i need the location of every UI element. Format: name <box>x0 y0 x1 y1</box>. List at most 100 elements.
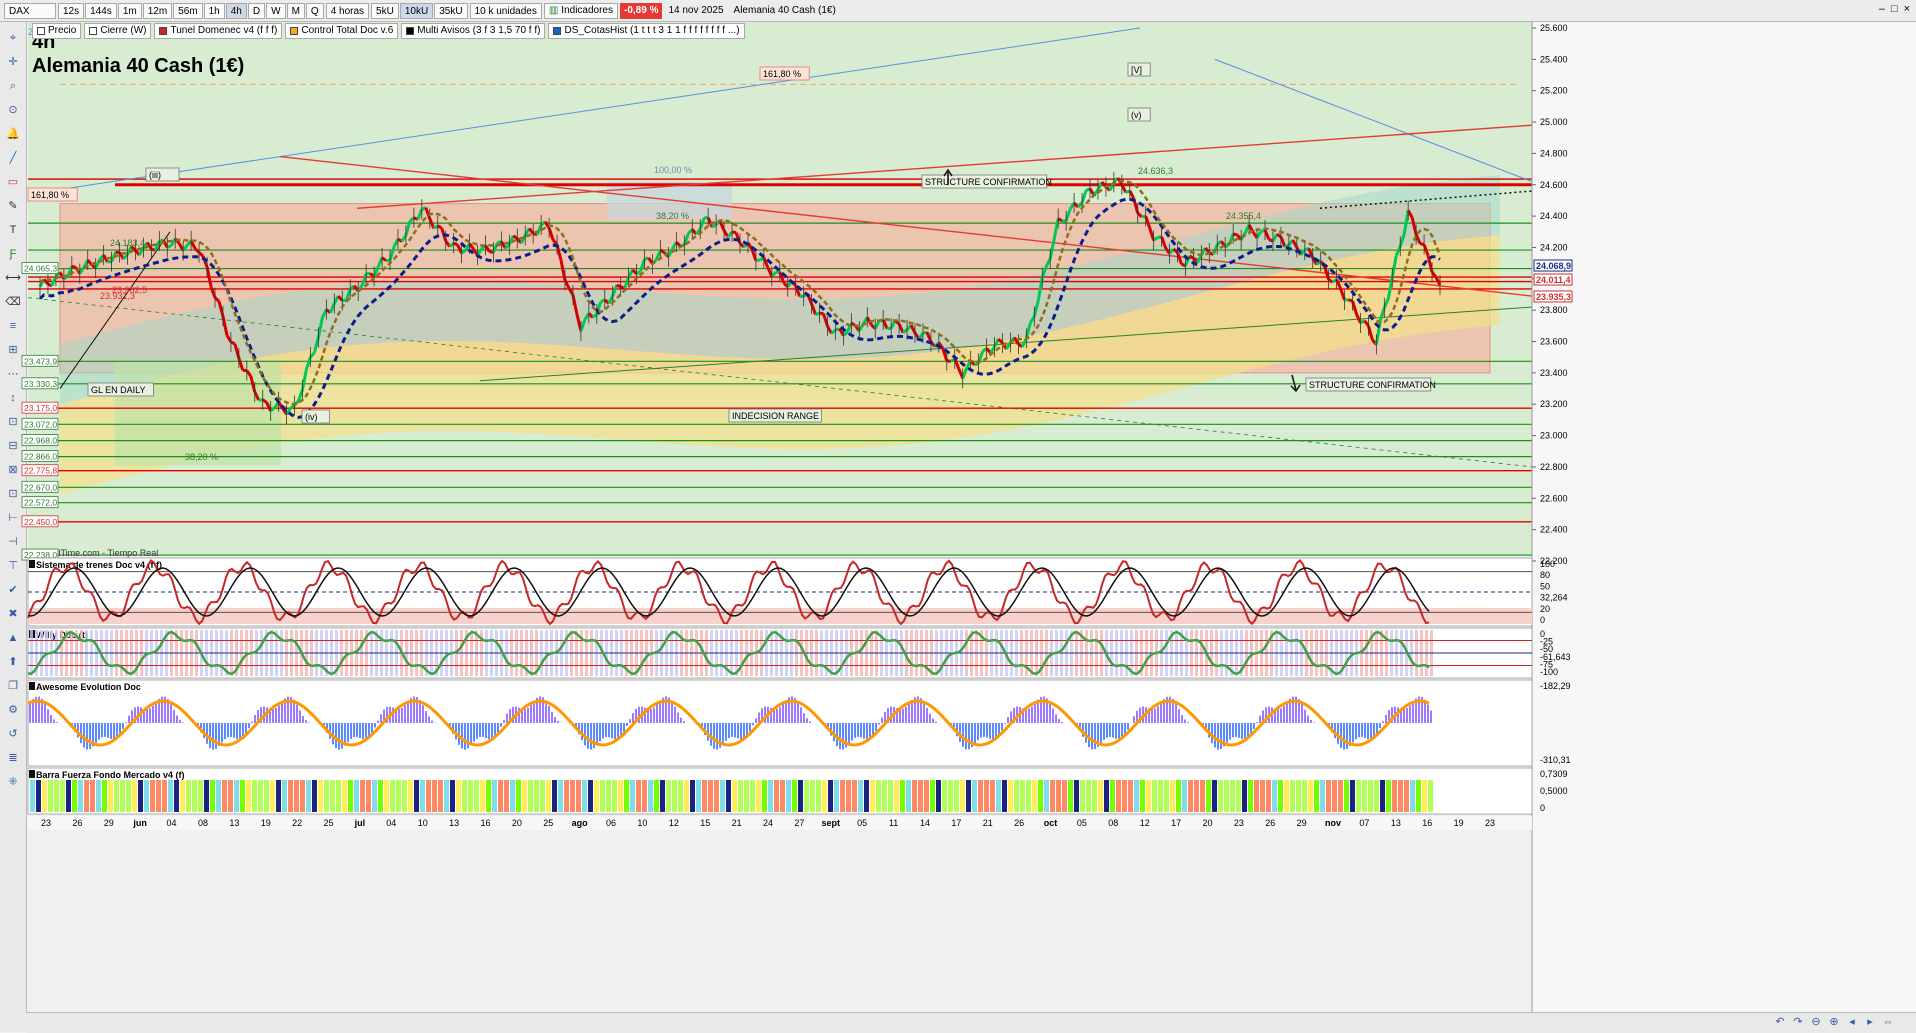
indicator-tick-label: 0,7309 <box>1540 769 1568 779</box>
fuerza-bar <box>540 780 545 812</box>
indicator-chip[interactable]: Cierre (W) <box>84 23 151 39</box>
indicator-chip[interactable]: DS_CotasHist (1 t t t 3 1 1 f f f f f f … <box>548 23 744 39</box>
fuerza-bar <box>1152 780 1157 812</box>
fuerza-bar <box>486 780 491 812</box>
fit-icon[interactable]: ⇔ <box>1881 1015 1895 1029</box>
fuerza-bar <box>324 780 329 812</box>
fuerza-bar <box>954 780 959 812</box>
scroll-right-icon[interactable]: ▸ <box>1863 1015 1877 1029</box>
indicator-tick-label: 50 <box>1540 581 1550 591</box>
fuerza-bar <box>1308 780 1313 812</box>
fuerza-bar <box>408 780 413 812</box>
indicator-tick-label: 100 <box>1540 559 1555 569</box>
chip-checkbox-icon[interactable] <box>290 27 298 35</box>
x-axis-label: 12 <box>1140 818 1150 828</box>
fuerza-bar <box>474 780 479 812</box>
fuerza-bar <box>90 780 95 812</box>
x-axis-label: 20 <box>512 818 522 828</box>
fuerza-bar <box>342 780 347 812</box>
chip-label: Precio <box>48 23 76 39</box>
indicator-tick-label: 0 <box>1540 615 1545 625</box>
fuerza-bar <box>834 780 839 812</box>
indicator-tick-label: 0 <box>1540 803 1545 813</box>
fuerza-bar <box>1278 780 1283 812</box>
x-axis-label: 22 <box>292 818 302 828</box>
x-axis-label: 10 <box>637 818 647 828</box>
indicator-tick-label: -182,29 <box>1540 681 1571 691</box>
indicator-chip[interactable]: Multi Avisos (3 f 3 1,5 70 f f) <box>401 23 545 39</box>
fuerza-bar <box>1218 780 1223 812</box>
price-segment <box>975 363 979 365</box>
fuerza-bar <box>1212 780 1217 812</box>
fuerza-bar <box>852 780 857 812</box>
fuerza-bar <box>684 780 689 812</box>
fuerza-bar <box>270 780 275 812</box>
oversold-zone <box>28 608 1532 624</box>
scroll-left-icon[interactable]: ◂ <box>1845 1015 1859 1029</box>
fuerza-bar <box>1332 780 1337 812</box>
redo-icon[interactable]: ↷ <box>1791 1015 1805 1029</box>
fuerza-bar <box>528 780 533 812</box>
indicator-panel-handle-icon <box>29 682 35 690</box>
left-level-label: 22.775,8 <box>24 466 57 476</box>
fuerza-bar <box>918 780 923 812</box>
x-axis-label: 26 <box>72 818 82 828</box>
chip-label: Tunel Domenec v4 (f f f) <box>170 23 277 39</box>
chip-checkbox-icon[interactable] <box>37 27 45 35</box>
chip-label: DS_CotasHist (1 t t t 3 1 1 f f f f f f … <box>564 23 739 39</box>
indicator-chip[interactable]: Control Total Doc v.6 <box>285 23 398 39</box>
chip-checkbox-icon[interactable] <box>553 27 561 35</box>
fuerza-bar <box>60 780 65 812</box>
fuerza-bar <box>900 780 905 812</box>
zoom-out-icon[interactable]: ⊖ <box>1809 1015 1823 1029</box>
fib-label-382: 38,20 % <box>185 452 218 462</box>
fuerza-bar <box>1140 780 1145 812</box>
fuerza-bar <box>240 780 245 812</box>
fuerza-bar <box>702 780 707 812</box>
fuerza-bar <box>780 780 785 812</box>
fuerza-bar <box>840 780 845 812</box>
fuerza-bar <box>864 780 869 812</box>
fuerza-bar <box>738 780 743 812</box>
fuerza-bar <box>1320 780 1325 812</box>
price-axis-background <box>1532 22 1916 1012</box>
fuerza-bar <box>696 780 701 812</box>
fib-label-1618-left: 161,80 % <box>31 190 69 200</box>
fuerza-bar <box>78 780 83 812</box>
indicator-panel-title: Awesome Evolution Doc <box>36 682 141 692</box>
fuerza-bar <box>330 780 335 812</box>
fuerza-bar <box>588 780 593 812</box>
fuerza-bar <box>732 780 737 812</box>
x-axis-label: 04 <box>386 818 396 828</box>
x-axis-label: 08 <box>1108 818 1118 828</box>
fuerza-bar <box>1008 780 1013 812</box>
zoom-in-icon[interactable]: ⊕ <box>1827 1015 1841 1029</box>
chip-checkbox-icon[interactable] <box>406 27 414 35</box>
chip-checkbox-icon[interactable] <box>89 27 97 35</box>
fuerza-bar <box>1206 780 1211 812</box>
fuerza-bar <box>108 780 113 812</box>
indicator-chip[interactable]: Precio <box>32 23 81 39</box>
left-level-label: 22.450,0 <box>24 517 57 527</box>
indicator-chip[interactable]: Tunel Domenec v4 (f f f) <box>154 23 282 39</box>
current-price-label: 24.068,9 <box>1536 261 1571 271</box>
fuerza-bar <box>1026 780 1031 812</box>
undo-icon[interactable]: ↶ <box>1773 1015 1787 1029</box>
fuerza-bar <box>1386 780 1391 812</box>
fuerza-bar <box>942 780 947 812</box>
fuerza-bar <box>552 780 557 812</box>
fuerza-bar <box>294 780 299 812</box>
fuerza-bar <box>1056 780 1061 812</box>
x-axis-label: 17 <box>951 818 961 828</box>
fuerza-bar <box>468 780 473 812</box>
fib-label-382-b: 38,20 % <box>656 211 689 221</box>
fuerza-bar <box>1002 780 1007 812</box>
fuerza-bar <box>792 780 797 812</box>
x-axis-label: 20 <box>1202 818 1212 828</box>
indicator-tick-label: 20 <box>1540 604 1550 614</box>
chip-checkbox-icon[interactable] <box>159 27 167 35</box>
price-tick-label: 23.200 <box>1540 399 1568 409</box>
fuerza-bar <box>132 780 137 812</box>
fuerza-bar <box>258 780 263 812</box>
